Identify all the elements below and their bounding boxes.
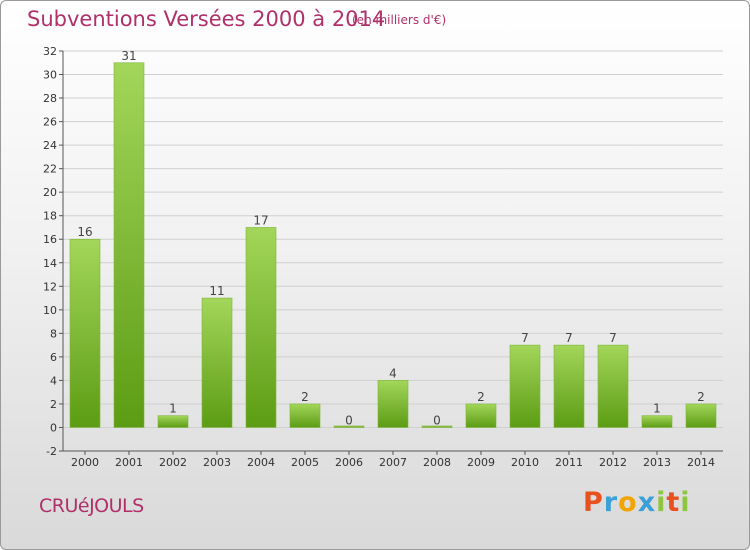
bar [421, 425, 453, 428]
bar-value-label: 1 [169, 402, 177, 416]
chart-title: Subventions Versées 2000 à 2014 [27, 7, 386, 31]
bar-value-label: 2 [697, 390, 705, 404]
y-tick-label: 16 [43, 233, 57, 246]
logo-letter: i [680, 487, 691, 518]
y-tick-label: 30 [43, 69, 57, 82]
logo-letter: r [603, 487, 619, 518]
x-tick-label: 2014 [687, 456, 715, 469]
x-tick-label: 2002 [159, 456, 187, 469]
y-tick-label: 22 [43, 163, 57, 176]
y-tick-label: -2 [46, 445, 57, 458]
x-tick-label: 2005 [291, 456, 319, 469]
y-tick-label: 18 [43, 210, 57, 223]
bar-value-label: 1 [653, 402, 661, 416]
bar-value-label: 11 [209, 284, 224, 298]
bar [553, 344, 585, 428]
y-tick-label: 6 [50, 351, 57, 364]
x-tick-label: 2006 [335, 456, 363, 469]
x-tick-label: 2007 [379, 456, 407, 469]
logo-letter: o [618, 487, 638, 518]
y-tick-label: 20 [43, 186, 57, 199]
bar [113, 62, 145, 428]
x-tick-label: 2012 [599, 456, 627, 469]
bar-value-label: 31 [121, 49, 136, 63]
proxiti-logo[interactable]: Proxiti [583, 487, 691, 518]
logo-letter: P [583, 487, 604, 518]
y-tick-label: 8 [50, 327, 57, 340]
y-tick-label: 10 [43, 304, 57, 317]
y-tick-label: 24 [43, 139, 57, 152]
logo-letter: x [637, 487, 657, 518]
x-tick-label: 2013 [643, 456, 671, 469]
bar [245, 227, 277, 428]
bar [509, 344, 541, 428]
bars [69, 62, 717, 428]
y-tick-label: 4 [50, 374, 57, 387]
bar-value-label: 7 [609, 331, 617, 345]
bar [685, 403, 717, 428]
y-tick-label: 14 [43, 257, 57, 270]
bar-value-label: 7 [565, 331, 573, 345]
bar-value-label: 4 [389, 366, 397, 380]
bar-value-label: 2 [477, 390, 485, 404]
bar [377, 380, 409, 428]
y-tick-label: 0 [50, 421, 57, 434]
y-tick-label: 2 [50, 398, 57, 411]
x-tick-label: 2004 [247, 456, 275, 469]
commune-name: CRUéJOULS [39, 495, 144, 517]
x-tick-label: 2000 [71, 456, 99, 469]
bar [641, 415, 673, 428]
y-tick-label: 26 [43, 116, 57, 129]
y-tick-label: 32 [43, 45, 57, 58]
bar [69, 238, 101, 428]
bar [333, 425, 365, 428]
x-tick-label: 2003 [203, 456, 231, 469]
chart-unit-subtitle: (en milliers d'€) [352, 13, 447, 27]
x-tick-label: 2009 [467, 456, 495, 469]
logo-letter: i [656, 487, 667, 518]
y-tick-label: 12 [43, 280, 57, 293]
bar-value-label: 2 [301, 390, 309, 404]
bar [597, 344, 629, 428]
bar [465, 403, 497, 428]
bar [157, 415, 189, 428]
bar [201, 297, 233, 428]
x-tick-label: 2001 [115, 456, 143, 469]
bar-value-label: 17 [253, 213, 268, 227]
bar [289, 403, 321, 428]
bar-value-label: 16 [77, 225, 92, 239]
x-tick-label: 2011 [555, 456, 583, 469]
y-tick-label: 28 [43, 92, 57, 105]
x-tick-label: 2008 [423, 456, 451, 469]
x-tick-label: 2010 [511, 456, 539, 469]
bar-value-label: 0 [433, 413, 441, 427]
logo-letter: t [666, 487, 681, 518]
bar-value-label: 0 [345, 413, 353, 427]
bar-value-label: 7 [521, 331, 529, 345]
